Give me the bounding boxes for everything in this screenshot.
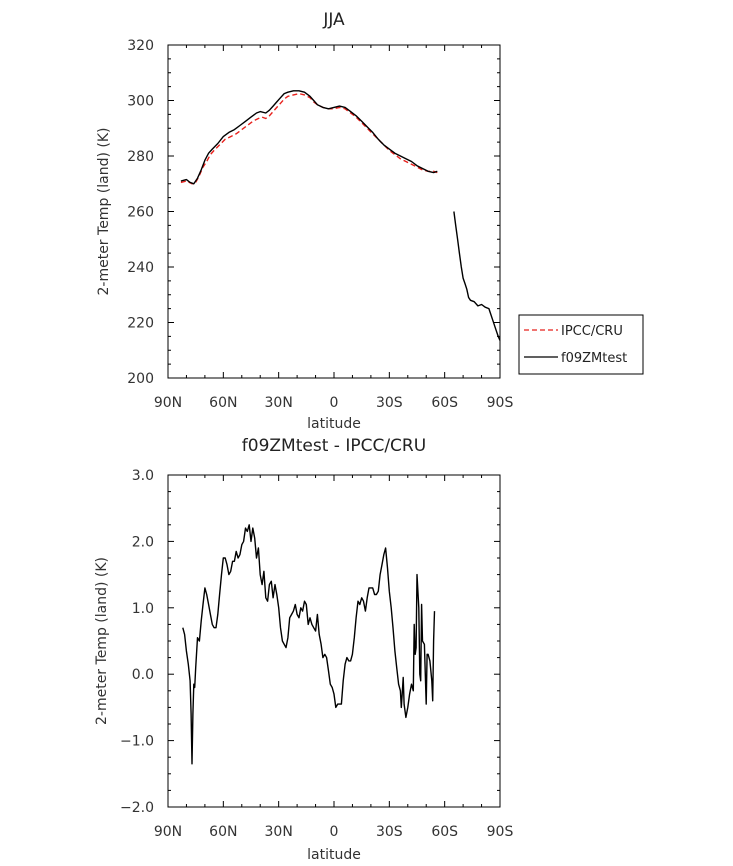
- axis-ticks: 90N 60N 30N 0 30S 60S 90S −2.0 −1.0 0.0 1.0 2.0 3.0: [120, 468, 513, 840]
- x-tick-label: 90N: [154, 824, 182, 840]
- data-series: [182, 524, 436, 765]
- x-tick-label: 90N: [154, 395, 182, 411]
- y-tick-label: 3.0: [132, 468, 154, 484]
- y-tick-label: 200: [127, 371, 154, 387]
- y-tick-label: 240: [127, 260, 154, 276]
- x-axis-label: latitude: [307, 416, 361, 432]
- x-tick-label: 30N: [265, 824, 293, 840]
- x-tick-label: 0: [330, 395, 339, 411]
- y-tick-label: 300: [127, 94, 154, 110]
- series-line-ipcc-cru: [180, 92, 438, 185]
- y-tick-label: 1.0: [132, 601, 154, 617]
- y-tick-label: 260: [127, 205, 154, 221]
- plot-frame: [167, 44, 501, 379]
- x-axis-label: latitude: [307, 847, 361, 863]
- plot-frame: [167, 474, 501, 808]
- panel-temperature: JJA latitude 2-meter Temp (land) (K) 90N…: [96, 10, 644, 432]
- series-line-difference: [182, 524, 436, 765]
- legend-box: [518, 314, 644, 375]
- x-tick-label: 90S: [487, 824, 514, 840]
- y-tick-label: 280: [127, 149, 154, 165]
- x-tick-label: 60S: [431, 824, 458, 840]
- y-tick-label: 320: [127, 38, 154, 54]
- chart-title: f09ZMtest - IPCC/CRU: [242, 436, 426, 456]
- y-tick-label: 220: [127, 316, 154, 332]
- x-tick-label: 30S: [376, 395, 403, 411]
- x-tick-label: 90S: [487, 395, 514, 411]
- x-tick-label: 60N: [209, 395, 237, 411]
- y-tick-label: −1.0: [120, 734, 154, 750]
- panel-difference: f09ZMtest - IPCC/CRU latitude 2-meter Te…: [94, 436, 513, 863]
- chart-title: JJA: [322, 10, 345, 30]
- axis-ticks: 90N 60N 30N 0 30S 60S 90S 200 220 240 260 280 300 320: [127, 38, 513, 411]
- legend-label-ipcc-cru: IPCC/CRU: [561, 324, 623, 339]
- x-tick-label: 0: [330, 824, 339, 840]
- series-line-f09zmtest: [453, 211, 501, 341]
- y-axis-label: 2-meter Temp (land) (K): [94, 557, 110, 725]
- x-tick-label: 30N: [265, 395, 293, 411]
- x-tick-label: 30S: [376, 824, 403, 840]
- legend-label-f09zmtest: f09ZMtest: [561, 351, 627, 366]
- x-tick-label: 60S: [431, 395, 458, 411]
- x-tick-label: 60N: [209, 824, 237, 840]
- y-tick-label: 0.0: [132, 667, 154, 683]
- legend: IPCC/CRU f09ZMtest: [518, 314, 644, 375]
- y-tick-label: 2.0: [132, 534, 154, 550]
- y-axis-label: 2-meter Temp (land) (K): [96, 128, 112, 296]
- y-tick-label: −2.0: [120, 800, 154, 816]
- series-line-f09zmtest: [180, 90, 438, 185]
- data-series: [180, 90, 501, 341]
